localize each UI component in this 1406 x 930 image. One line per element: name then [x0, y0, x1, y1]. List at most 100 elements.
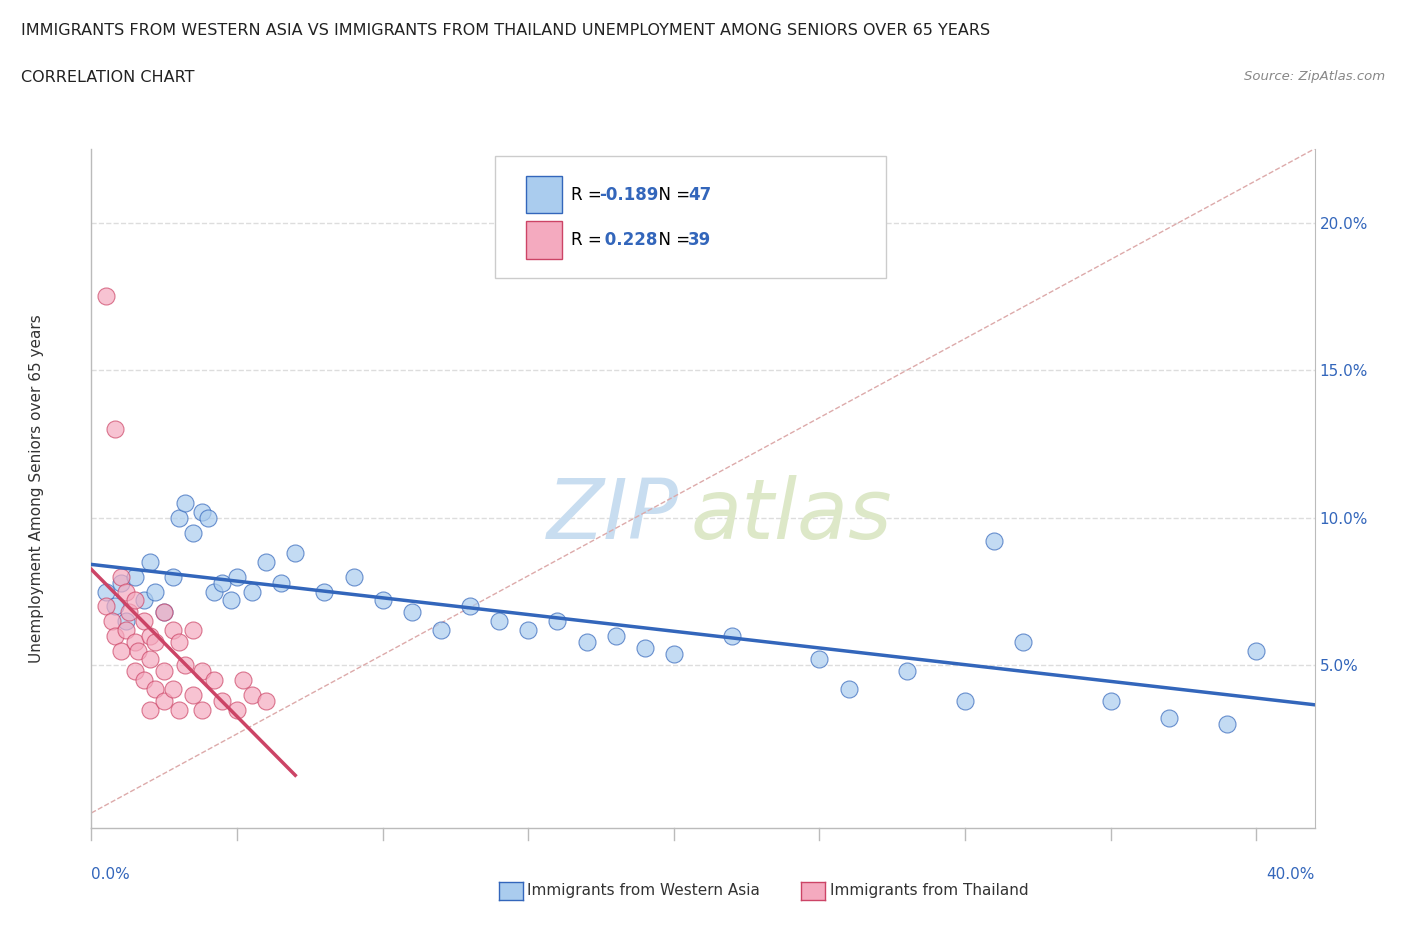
- Text: Unemployment Among Seniors over 65 years: Unemployment Among Seniors over 65 years: [30, 314, 44, 662]
- Point: [167, 634, 190, 649]
- Text: 40.0%: 40.0%: [1267, 867, 1315, 882]
- Point: [721, 629, 744, 644]
- Point: [145, 584, 167, 599]
- Point: [197, 511, 219, 525]
- Point: [115, 622, 138, 637]
- Point: [115, 614, 138, 629]
- Point: [153, 604, 176, 619]
- Text: IMMIGRANTS FROM WESTERN ASIA VS IMMIGRANTS FROM THAILAND UNEMPLOYMENT AMONG SENI: IMMIGRANTS FROM WESTERN ASIA VS IMMIGRAN…: [21, 23, 990, 38]
- Point: [132, 593, 155, 608]
- Point: [211, 694, 233, 709]
- Point: [153, 664, 176, 679]
- Point: [575, 634, 598, 649]
- Point: [211, 576, 233, 591]
- Point: [240, 687, 263, 702]
- Text: CORRELATION CHART: CORRELATION CHART: [21, 70, 194, 85]
- Text: 47: 47: [689, 186, 711, 204]
- Text: Immigrants from Thailand: Immigrants from Thailand: [830, 884, 1028, 898]
- Point: [118, 604, 141, 619]
- Point: [132, 672, 155, 687]
- Point: [1099, 694, 1122, 709]
- Point: [240, 584, 263, 599]
- Point: [254, 554, 277, 569]
- Text: Immigrants from Western Asia: Immigrants from Western Asia: [527, 884, 761, 898]
- Point: [132, 614, 155, 629]
- Point: [104, 422, 127, 437]
- Point: [162, 622, 184, 637]
- Point: [167, 511, 190, 525]
- Point: [254, 694, 277, 709]
- Point: [138, 702, 160, 717]
- Point: [124, 569, 146, 584]
- Point: [284, 546, 307, 561]
- Point: [94, 584, 117, 599]
- Text: N =: N =: [648, 232, 696, 249]
- Text: R =: R =: [571, 186, 607, 204]
- Point: [983, 534, 1005, 549]
- Point: [430, 622, 453, 637]
- Point: [605, 629, 627, 644]
- Point: [1216, 717, 1239, 732]
- Point: [219, 593, 242, 608]
- Point: [202, 672, 225, 687]
- Point: [104, 629, 127, 644]
- Text: 0.0%: 0.0%: [91, 867, 131, 882]
- Point: [138, 629, 160, 644]
- Point: [94, 289, 117, 304]
- Text: 0.228: 0.228: [599, 232, 658, 249]
- FancyBboxPatch shape: [495, 155, 887, 278]
- Point: [191, 702, 214, 717]
- Text: R =: R =: [571, 232, 607, 249]
- Text: N =: N =: [648, 186, 696, 204]
- Point: [145, 682, 167, 697]
- Point: [808, 652, 831, 667]
- Point: [232, 672, 254, 687]
- Text: atlas: atlas: [690, 475, 893, 556]
- Point: [342, 569, 364, 584]
- Point: [488, 614, 510, 629]
- Point: [124, 664, 146, 679]
- Point: [226, 569, 249, 584]
- Point: [401, 604, 423, 619]
- Point: [458, 599, 481, 614]
- Text: -0.189: -0.189: [599, 186, 658, 204]
- Point: [662, 646, 685, 661]
- Point: [167, 702, 190, 717]
- Point: [838, 682, 860, 697]
- Point: [1157, 711, 1180, 726]
- Point: [162, 569, 184, 584]
- Point: [517, 622, 540, 637]
- Point: [110, 576, 132, 591]
- Point: [546, 614, 568, 629]
- Point: [173, 658, 195, 672]
- Text: ZIP: ZIP: [547, 475, 679, 556]
- Point: [183, 622, 205, 637]
- Point: [270, 576, 292, 591]
- Point: [153, 604, 176, 619]
- Text: Source: ZipAtlas.com: Source: ZipAtlas.com: [1244, 70, 1385, 83]
- Point: [1246, 644, 1268, 658]
- FancyBboxPatch shape: [526, 176, 562, 213]
- Point: [371, 593, 394, 608]
- Point: [953, 694, 976, 709]
- Point: [183, 525, 205, 540]
- Point: [115, 584, 138, 599]
- Point: [124, 634, 146, 649]
- Point: [314, 584, 336, 599]
- Point: [226, 702, 249, 717]
- Point: [1012, 634, 1035, 649]
- Point: [110, 569, 132, 584]
- Point: [191, 504, 214, 519]
- Point: [191, 664, 214, 679]
- Point: [138, 652, 160, 667]
- Point: [202, 584, 225, 599]
- Point: [110, 644, 132, 658]
- Point: [896, 664, 918, 679]
- Point: [127, 644, 149, 658]
- Point: [153, 694, 176, 709]
- Point: [162, 682, 184, 697]
- Point: [173, 496, 195, 511]
- Point: [94, 599, 117, 614]
- Point: [183, 687, 205, 702]
- Point: [124, 593, 146, 608]
